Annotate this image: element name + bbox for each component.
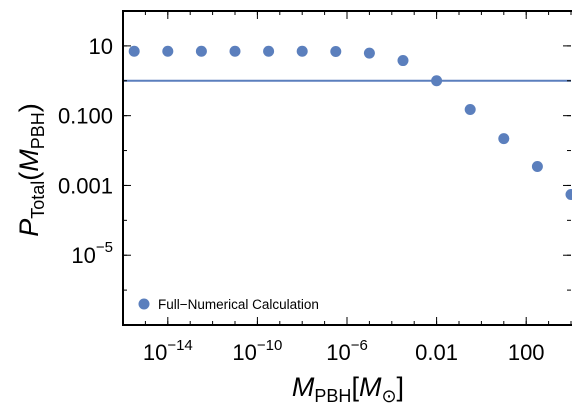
y-tick-label: 0.001 xyxy=(58,173,113,198)
plot-frame xyxy=(122,10,572,326)
data-point xyxy=(531,160,543,172)
legend-label: Full−Numerical Calculation xyxy=(158,297,319,312)
data-point xyxy=(195,45,207,57)
data-point xyxy=(464,104,476,116)
data-point xyxy=(296,45,308,57)
x-tick-label: 10−10 xyxy=(232,337,282,365)
data-point xyxy=(397,55,409,67)
y-tick-label: 0.100 xyxy=(58,104,113,129)
data-point xyxy=(363,47,375,59)
y-axis-label: PTotal(MPBH) xyxy=(14,103,48,237)
data-point xyxy=(128,45,140,57)
y-tick-label: 10−5 xyxy=(71,239,113,268)
data-point xyxy=(330,46,342,58)
x-tick-label: 100 xyxy=(508,340,545,365)
data-point xyxy=(162,45,174,57)
x-tick-label: 10−14 xyxy=(143,337,193,365)
data-point xyxy=(498,133,510,145)
data-point xyxy=(431,75,443,87)
legend: Full−Numerical Calculation xyxy=(138,297,319,312)
data-point xyxy=(565,189,572,201)
axes: 10−14 10−10 10−6 0.01 100 10−5 0.001 0.100 10 MPB… xyxy=(14,10,572,405)
data-point xyxy=(229,45,241,57)
plot-area xyxy=(123,45,572,201)
legend-marker xyxy=(138,298,150,310)
y-tick-label: 10 xyxy=(89,34,113,59)
x-axis-label: MPBH[M⊙] xyxy=(292,372,404,405)
x-tick-label: 0.01 xyxy=(415,340,458,365)
x-tick-label: 10−6 xyxy=(326,337,368,365)
data-point xyxy=(263,45,275,57)
